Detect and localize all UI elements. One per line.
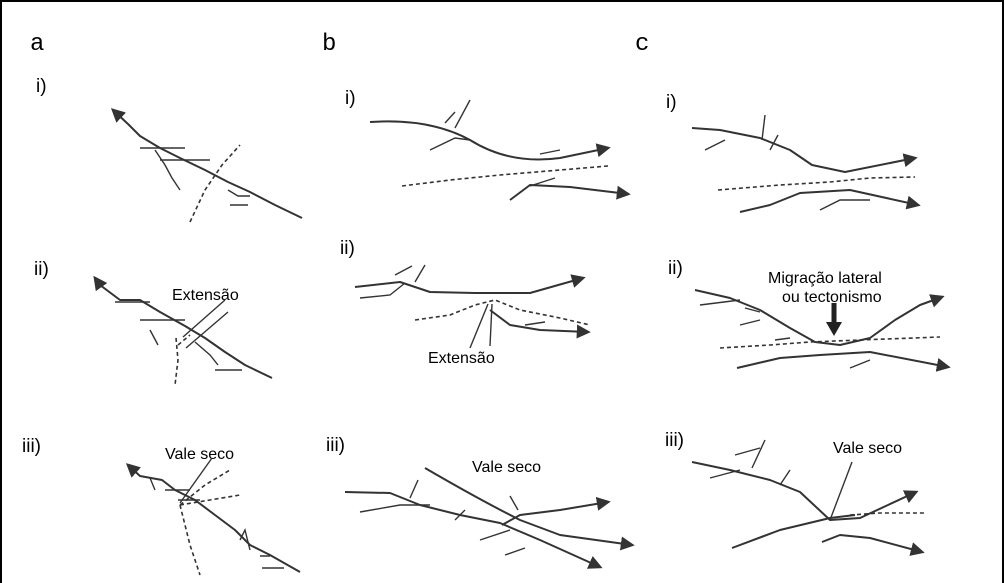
row-label: iii) xyxy=(665,430,684,451)
row-label: i) xyxy=(345,88,356,109)
panel-label: b xyxy=(322,31,336,58)
panel-label: a xyxy=(30,31,44,58)
streams xyxy=(95,100,948,575)
row-label: i) xyxy=(36,76,47,97)
annotation: Vale seco xyxy=(165,446,234,463)
annotation: Extensão xyxy=(172,287,239,304)
annotation: Vale seco xyxy=(472,459,541,476)
annotation: Extensão xyxy=(428,350,495,367)
row-label: ii) xyxy=(34,259,49,280)
row-label: ii) xyxy=(668,258,683,279)
panel-label: c xyxy=(635,31,649,58)
row-label: iii) xyxy=(22,436,41,457)
row-label: iii) xyxy=(326,435,345,456)
diagram: a b c i) ii) iii) i) ii) iii) i) ii) iii… xyxy=(0,0,1005,583)
row-label: i) xyxy=(666,92,677,113)
annotation: Vale seco xyxy=(833,440,902,457)
annotation: Migração lateral xyxy=(768,270,882,287)
row-label: ii) xyxy=(340,238,355,259)
